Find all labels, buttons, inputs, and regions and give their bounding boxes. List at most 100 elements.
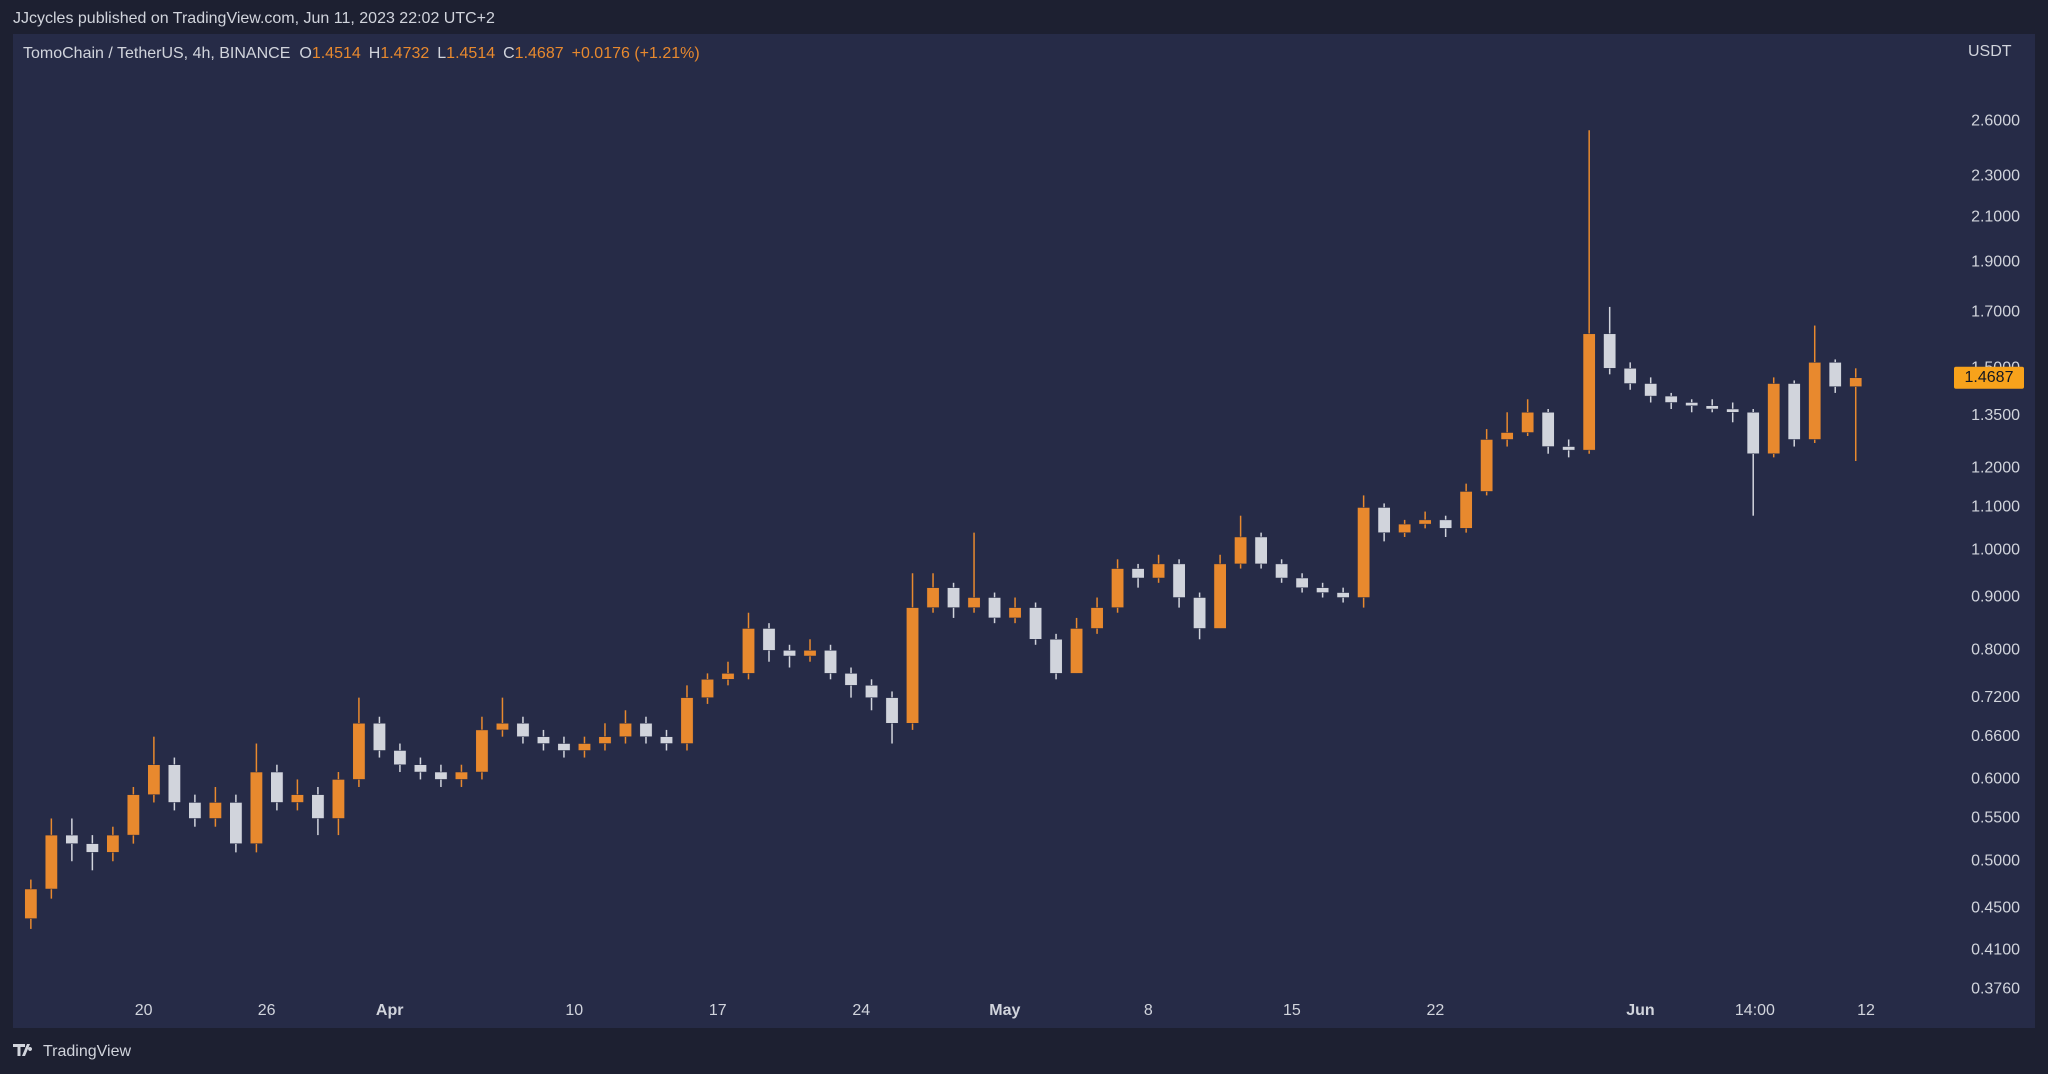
y-tick-label: 1.7000 — [1971, 303, 2020, 320]
candle-body — [1726, 408, 1740, 413]
candle-body — [373, 723, 386, 751]
ohlc-key: C — [503, 45, 515, 62]
ohlc-key: L — [437, 45, 446, 62]
candle-body — [967, 597, 981, 608]
chart-panel — [13, 34, 2035, 1028]
ohlc-key: H — [369, 45, 381, 62]
x-tick-label: 24 — [852, 1002, 870, 1019]
candle-body — [1623, 368, 1637, 384]
candle-body — [24, 888, 38, 919]
candle-body — [1254, 536, 1268, 565]
candle-body — [1377, 507, 1391, 533]
y-tick-label: 1.2000 — [1971, 460, 2020, 477]
candle-body — [516, 723, 530, 737]
candle-body — [1234, 536, 1248, 565]
x-tick-label: 17 — [709, 1002, 727, 1019]
candle-body — [865, 685, 878, 698]
y-tick-label: 0.4500 — [1971, 900, 2020, 917]
candle-body — [1521, 412, 1535, 433]
candle-body — [393, 750, 407, 765]
x-tick-label: Jun — [1626, 1002, 1654, 1019]
candle-body — [85, 843, 99, 853]
candle-body — [1603, 333, 1617, 369]
candle-body — [1398, 523, 1412, 533]
candle-body — [106, 834, 120, 853]
y-tick-label: 0.8000 — [1971, 642, 2020, 659]
x-tick-label: 14:00 — [1735, 1002, 1775, 1019]
last-price-label: 1.4687 — [1965, 369, 2014, 386]
ohlc-value: 1.4732 — [380, 45, 429, 62]
last-price-box — [1954, 366, 2024, 389]
x-tick-label: Apr — [376, 1002, 404, 1019]
candle-body — [619, 723, 632, 737]
ohlc-value: 1.4514 — [312, 45, 361, 62]
candle-body — [1193, 597, 1206, 629]
y-tick-label: 1.0000 — [1971, 541, 2020, 558]
ohlc-value: 1.4687 — [515, 45, 564, 62]
candle-body — [1664, 395, 1678, 403]
candle-body — [1459, 491, 1473, 529]
x-tick-label: 8 — [1144, 1002, 1153, 1019]
candle-body — [1562, 446, 1576, 451]
symbol-title: TomoChain / TetherUS, 4h, BINANCE — [23, 45, 290, 62]
candle-body — [783, 650, 796, 657]
y-tick-label: 0.6000 — [1971, 771, 2020, 788]
candle-body — [947, 587, 960, 608]
candle-body — [824, 650, 837, 674]
candle-body — [352, 723, 366, 780]
x-tick-label: 22 — [1426, 1002, 1444, 1019]
candle-body — [1808, 362, 1822, 440]
candle-body — [1172, 563, 1186, 598]
candle-body — [1275, 563, 1289, 579]
candle-body — [1828, 362, 1842, 387]
candle-body — [1213, 563, 1227, 629]
y-tick-label: 1.9000 — [1971, 253, 2020, 270]
candle-body — [1070, 628, 1083, 674]
y-tick-label: 0.6600 — [1971, 728, 2020, 745]
candle-body — [270, 771, 284, 803]
y-tick-label: 0.9000 — [1971, 589, 2020, 606]
y-tick-label: 0.4100 — [1971, 942, 2020, 959]
candle-body — [598, 736, 612, 744]
candle-body — [311, 794, 325, 819]
candle-body — [803, 650, 817, 657]
candle-body — [1357, 507, 1371, 598]
y-unit: USDT — [1968, 43, 2012, 60]
candle-body — [496, 723, 509, 731]
y-tick-label: 2.3000 — [1971, 168, 2020, 185]
chart-header: TomoChain / TetherUS, 4h, BINANCE O1.4514… — [23, 45, 700, 62]
candle-body — [126, 794, 140, 836]
candle-body — [1644, 383, 1658, 397]
x-tick-label: 15 — [1283, 1002, 1301, 1019]
y-tick-label: 2.6000 — [1971, 113, 2020, 130]
candle-body — [1295, 577, 1309, 588]
candle-body — [1849, 377, 1863, 387]
brand-logo — [13, 1044, 33, 1056]
candle-body — [557, 743, 571, 751]
candle-body — [1152, 563, 1165, 579]
x-tick-label: May — [989, 1002, 1020, 1019]
ohlc-key: O — [299, 45, 311, 62]
candle-body — [1582, 333, 1596, 451]
candles — [24, 130, 1863, 929]
candle-body — [434, 771, 448, 780]
candle-body — [1316, 587, 1330, 593]
candle-body — [988, 597, 1001, 619]
brand-name: TradingView — [43, 1043, 131, 1060]
candle-body — [721, 673, 735, 680]
x-tick-label: 20 — [135, 1002, 153, 1019]
change: +0.0176 (+1.21%) — [572, 45, 700, 62]
y-tick-label: 1.3500 — [1971, 407, 2020, 424]
candle-body — [680, 697, 694, 744]
candle-body — [249, 771, 263, 844]
candle-body — [1049, 639, 1063, 674]
candle-body — [1705, 405, 1719, 410]
candle-body — [926, 587, 940, 608]
y-tick-label: 0.7200 — [1971, 689, 2020, 706]
candle-body — [1090, 607, 1104, 629]
candle-body — [1336, 592, 1350, 598]
candle-body — [639, 723, 653, 737]
candle-body — [208, 802, 222, 819]
